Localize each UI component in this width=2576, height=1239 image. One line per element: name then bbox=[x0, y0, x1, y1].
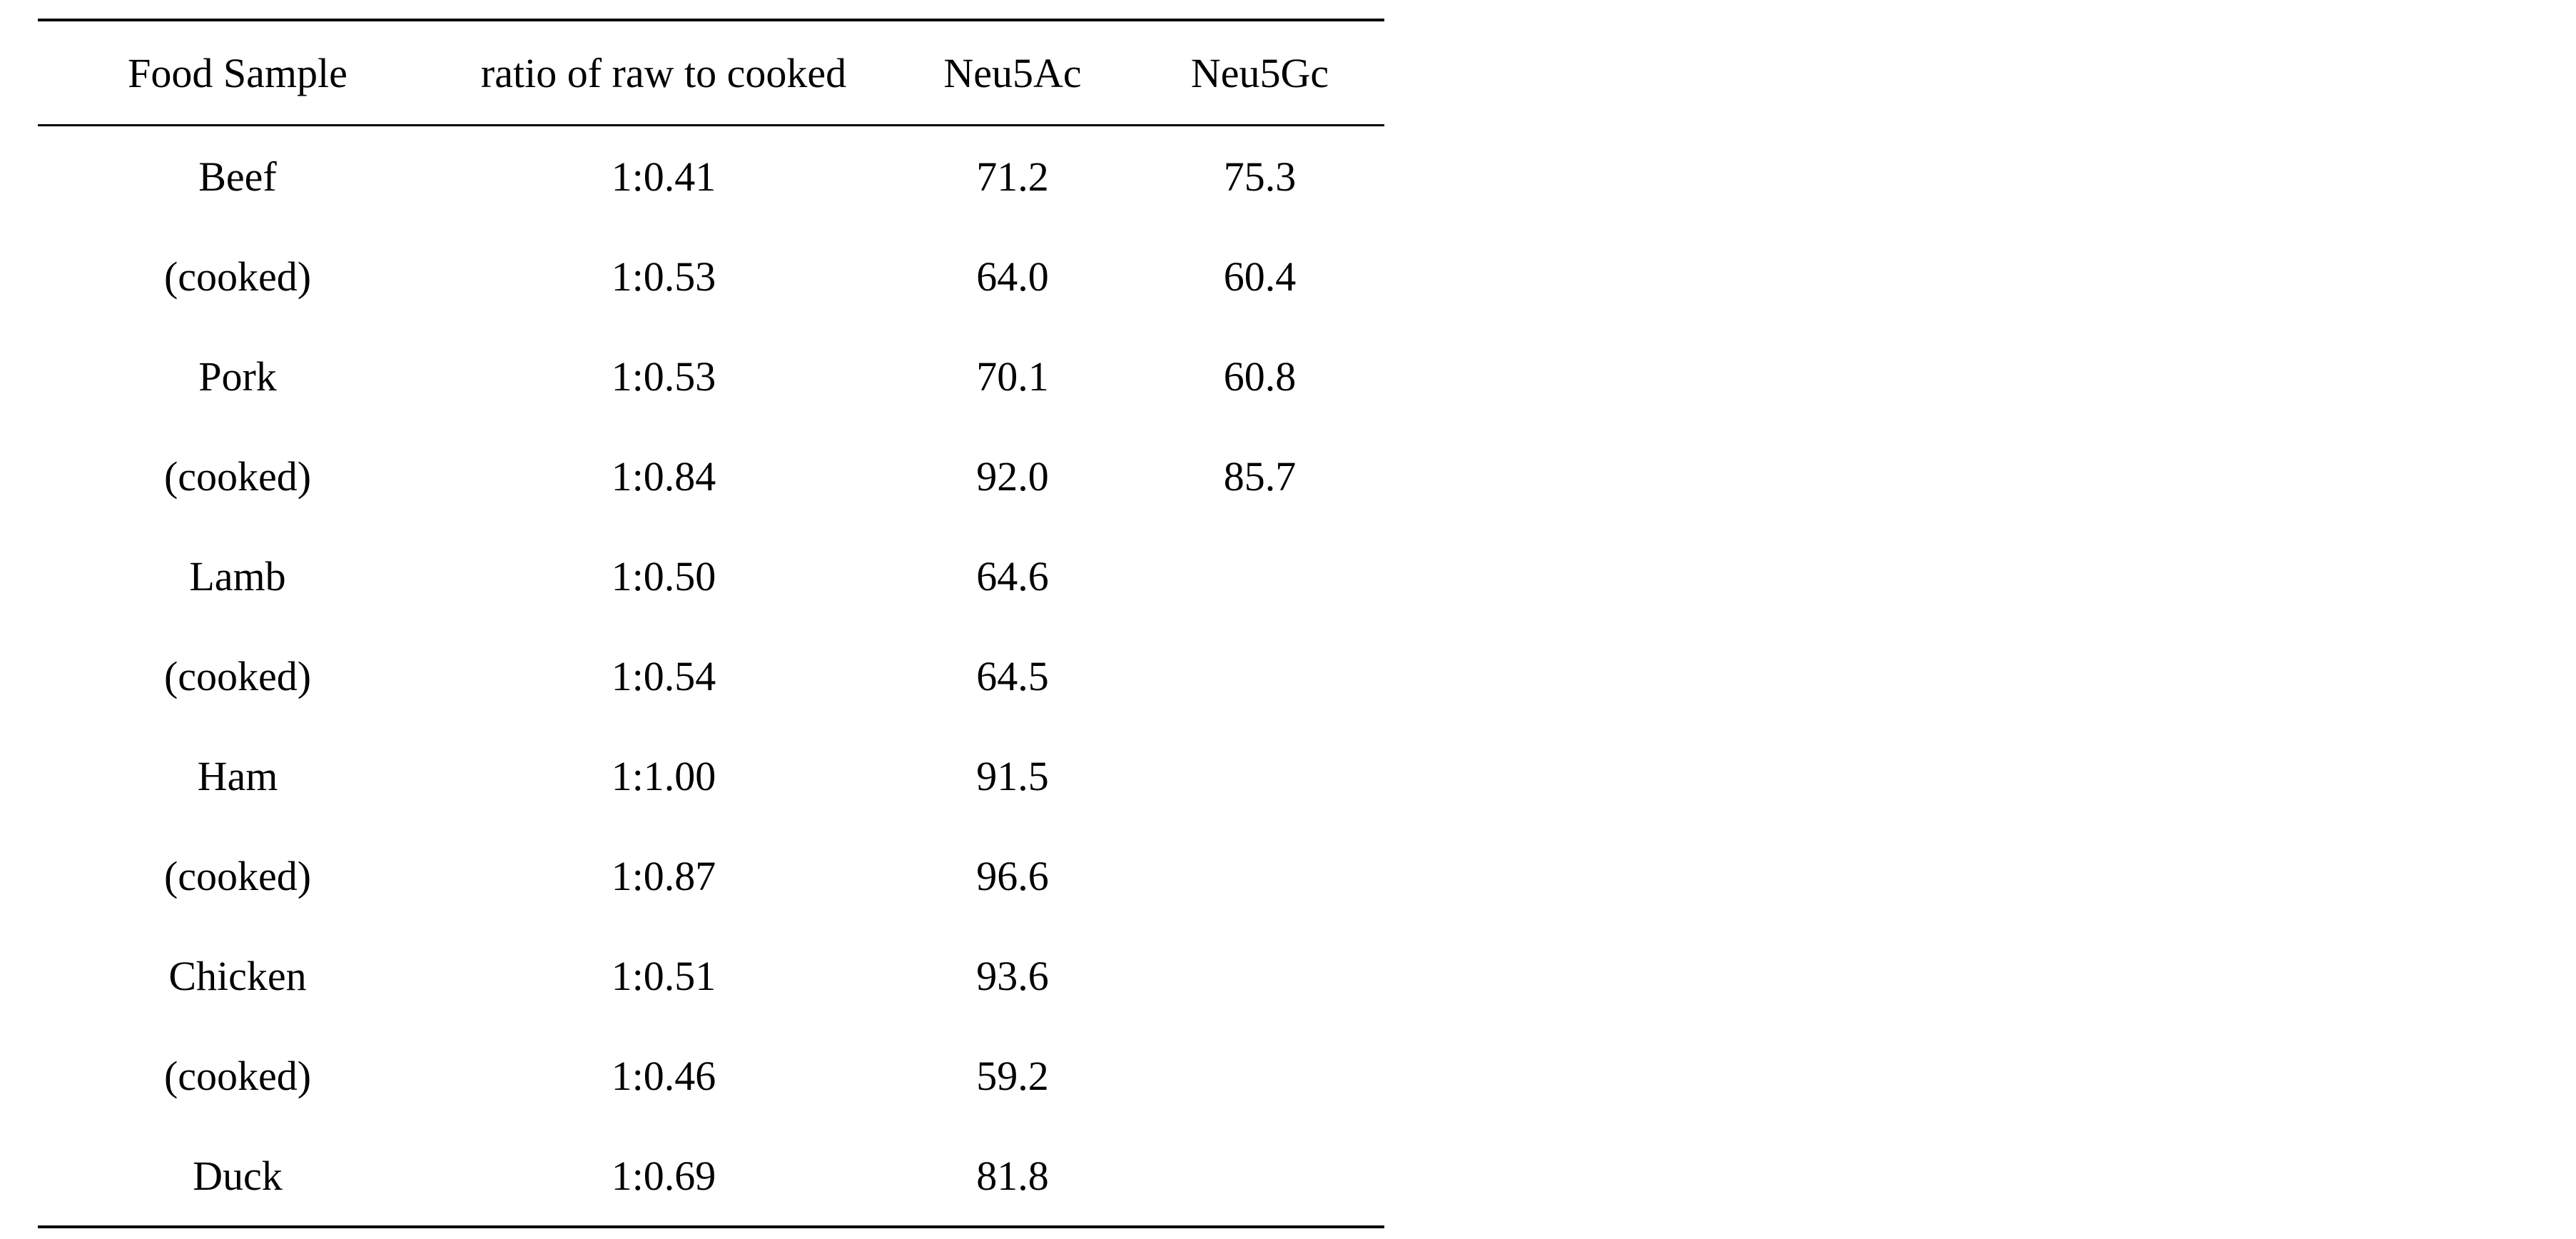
cell-ratio: 1:0.51 bbox=[611, 952, 716, 999]
cell-ratio: 1:0.46 bbox=[611, 1052, 716, 1099]
cell-ratio: 1:0.69 bbox=[437, 1126, 890, 1228]
table-row: (cooked) 1:0.46 59.2 bbox=[38, 1026, 1384, 1126]
cell-ratio: 1:0.84 bbox=[611, 452, 716, 500]
cell-ratio: 1:0.50 bbox=[611, 552, 716, 600]
table-row: (cooked) 1:0.54 64.5 bbox=[38, 626, 1384, 726]
table-row: (cooked) 1:0.84 92.0 85.7 bbox=[38, 426, 1384, 526]
cell-neu5gc bbox=[1135, 626, 1384, 726]
cell-neu5gc bbox=[1135, 1026, 1384, 1126]
cell-food-sample: (cooked) bbox=[163, 253, 312, 300]
cell-neu5ac: 64.0 bbox=[976, 253, 1049, 300]
cell-food-sample: Chicken bbox=[168, 952, 307, 999]
cell-neu5ac: 93.6 bbox=[976, 952, 1049, 999]
cell-neu5ac: 91.5 bbox=[976, 752, 1049, 799]
cell-neu5ac: 64.5 bbox=[976, 652, 1049, 699]
cell-neu5gc bbox=[1135, 926, 1384, 1026]
cell-neu5gc bbox=[1135, 826, 1384, 926]
header-neu5ac: Neu5Ac bbox=[890, 19, 1135, 126]
data-table: Food Sample ratio of raw to cooked Neu5A… bbox=[38, 19, 1384, 1228]
cell-food-sample: (cooked) bbox=[163, 1052, 312, 1099]
cell-food-sample: (cooked) bbox=[163, 452, 312, 500]
cell-ratio: 1:0.41 bbox=[611, 153, 716, 200]
cell-neu5gc: 75.3 bbox=[1223, 153, 1297, 200]
cell-ratio: 1:0.53 bbox=[611, 253, 716, 300]
header-ratio: ratio of raw to cooked bbox=[437, 19, 890, 126]
table-row: Beef 1:0.41 71.2 75.3 bbox=[38, 126, 1384, 227]
cell-ratio: 1:0.53 bbox=[611, 353, 716, 400]
cell-neu5gc bbox=[1135, 526, 1384, 626]
header-neu5gc: Neu5Gc bbox=[1135, 19, 1384, 126]
cell-ratio: 1:0.87 bbox=[611, 852, 716, 899]
cell-food-sample: Pork bbox=[198, 353, 277, 400]
header-row: Food Sample ratio of raw to cooked Neu5A… bbox=[38, 19, 1384, 126]
table-row: Pork 1:0.53 70.1 60.8 bbox=[38, 326, 1384, 426]
cell-food-sample: Beef bbox=[198, 153, 277, 200]
cell-neu5ac: 59.2 bbox=[976, 1052, 1049, 1099]
table-row: Lamb 1:0.50 64.6 bbox=[38, 526, 1384, 626]
cell-food-sample: (cooked) bbox=[163, 852, 312, 899]
cell-food-sample: Duck bbox=[38, 1126, 437, 1228]
cell-food-sample: Lamb bbox=[189, 552, 286, 600]
cell-neu5ac: 96.6 bbox=[976, 852, 1049, 899]
cell-ratio: 1:1.00 bbox=[611, 752, 716, 799]
cell-neu5gc: 60.8 bbox=[1223, 353, 1297, 400]
cell-food-sample: (cooked) bbox=[163, 652, 312, 699]
cell-food-sample: Ham bbox=[197, 752, 278, 799]
cell-neu5gc: 85.7 bbox=[1223, 452, 1297, 500]
cell-neu5gc: 60.4 bbox=[1223, 253, 1297, 300]
cell-ratio: 1:0.54 bbox=[611, 652, 716, 699]
table-row: Ham 1:1.00 91.5 bbox=[38, 726, 1384, 826]
cell-neu5ac: 81.8 bbox=[890, 1126, 1135, 1228]
table-row: (cooked) 1:0.87 96.6 bbox=[38, 826, 1384, 926]
cell-neu5gc bbox=[1135, 1126, 1384, 1228]
cell-neu5ac: 92.0 bbox=[976, 452, 1049, 500]
cell-neu5gc bbox=[1135, 726, 1384, 826]
cell-neu5ac: 64.6 bbox=[976, 552, 1049, 600]
table-row: Chicken 1:0.51 93.6 bbox=[38, 926, 1384, 1026]
table-row: Duck 1:0.69 81.8 bbox=[38, 1126, 1384, 1228]
cell-neu5ac: 70.1 bbox=[976, 353, 1049, 400]
table-row: (cooked) 1:0.53 64.0 60.4 bbox=[38, 226, 1384, 326]
cell-neu5ac: 71.2 bbox=[976, 153, 1049, 200]
header-food-sample: Food Sample bbox=[38, 19, 437, 126]
